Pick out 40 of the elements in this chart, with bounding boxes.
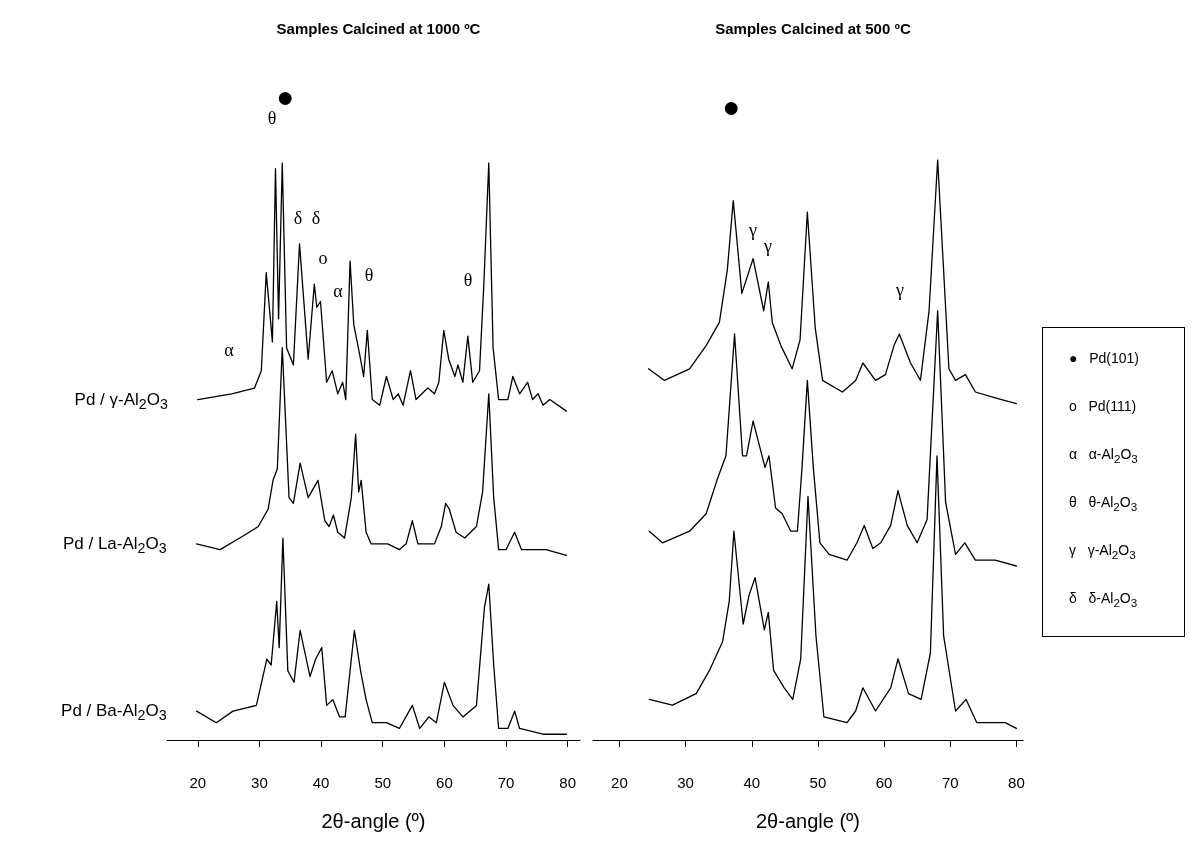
series-label: Pd / La-Al$_{2}$O$_{3}$ (62, 533, 167, 559)
x-axis-title: 2θ-angle (º) (755, 810, 861, 832)
x-tick-label: 30 (251, 774, 268, 791)
text: ● (721, 90, 741, 123)
text: ● Pd(101) (1069, 349, 1140, 368)
text: θ θ-Al$_{2}$O$_{3}$ (1069, 493, 1139, 515)
x-tick-label: 50 (374, 774, 392, 791)
annotation: α (333, 281, 343, 301)
x-tick-label: 50 (809, 774, 827, 791)
text: δ δ-Al$_{2}$O$_{3}$ (1069, 589, 1139, 611)
annotation: α (224, 340, 234, 360)
annotation: θ (463, 270, 473, 290)
x-tick-label: 40 (743, 774, 761, 791)
x-tick-label: 80 (559, 774, 577, 791)
annotation: θ (364, 265, 374, 285)
series-label: Pd / Ba-Al$_{2}$O$_{3}$ (61, 701, 167, 726)
text: θ (267, 108, 277, 128)
x-tick-label: 20 (611, 774, 628, 791)
text: γ γ-Al$_{2}$O$_{3}$ (1069, 541, 1137, 563)
x-tick-label: 70 (941, 774, 959, 791)
x-tick-label: 20 (189, 774, 207, 791)
x-tick-label: 80 (1008, 774, 1025, 791)
x-tick-label: 30 (677, 774, 694, 791)
annotation: γ (896, 280, 904, 300)
x-tick-label: 40 (312, 774, 330, 791)
series-label: Pd / γ-Al$_{2}$O$_{3}$ (74, 389, 168, 414)
x-tick-label: 70 (497, 774, 515, 791)
text: α α-Al$_{2}$O$_{3}$ (1069, 445, 1139, 467)
annotation: γ (749, 220, 757, 240)
text: o Pd(111) (1069, 397, 1138, 416)
chart-title: Samples Calcined at 500 ºC (715, 20, 911, 37)
text: ● (275, 80, 295, 113)
annotation: o (318, 248, 328, 268)
annotation: δ (311, 208, 321, 228)
chart-title: Samples Calcined at 1000 ºC (276, 20, 481, 37)
annotation: γ (764, 236, 772, 256)
x-axis-title: 2θ-angle (º) (321, 810, 426, 832)
x-tick-label: 60 (436, 774, 453, 791)
x-tick-label: 60 (875, 774, 893, 791)
annotation: δ (293, 208, 303, 228)
